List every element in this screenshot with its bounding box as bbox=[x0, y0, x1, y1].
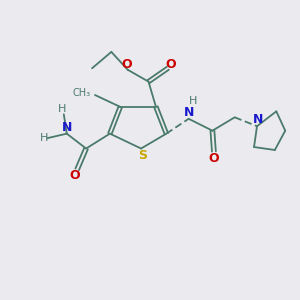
Text: H: H bbox=[189, 96, 197, 106]
Text: S: S bbox=[138, 148, 147, 162]
Text: O: O bbox=[69, 169, 80, 182]
Text: H: H bbox=[40, 133, 48, 143]
Text: O: O bbox=[166, 58, 176, 71]
Text: H: H bbox=[58, 104, 67, 114]
Text: O: O bbox=[121, 58, 131, 71]
Text: CH₃: CH₃ bbox=[72, 88, 91, 98]
Text: N: N bbox=[62, 121, 73, 134]
Text: O: O bbox=[208, 152, 219, 164]
Text: N: N bbox=[252, 113, 263, 126]
Text: N: N bbox=[184, 106, 194, 119]
